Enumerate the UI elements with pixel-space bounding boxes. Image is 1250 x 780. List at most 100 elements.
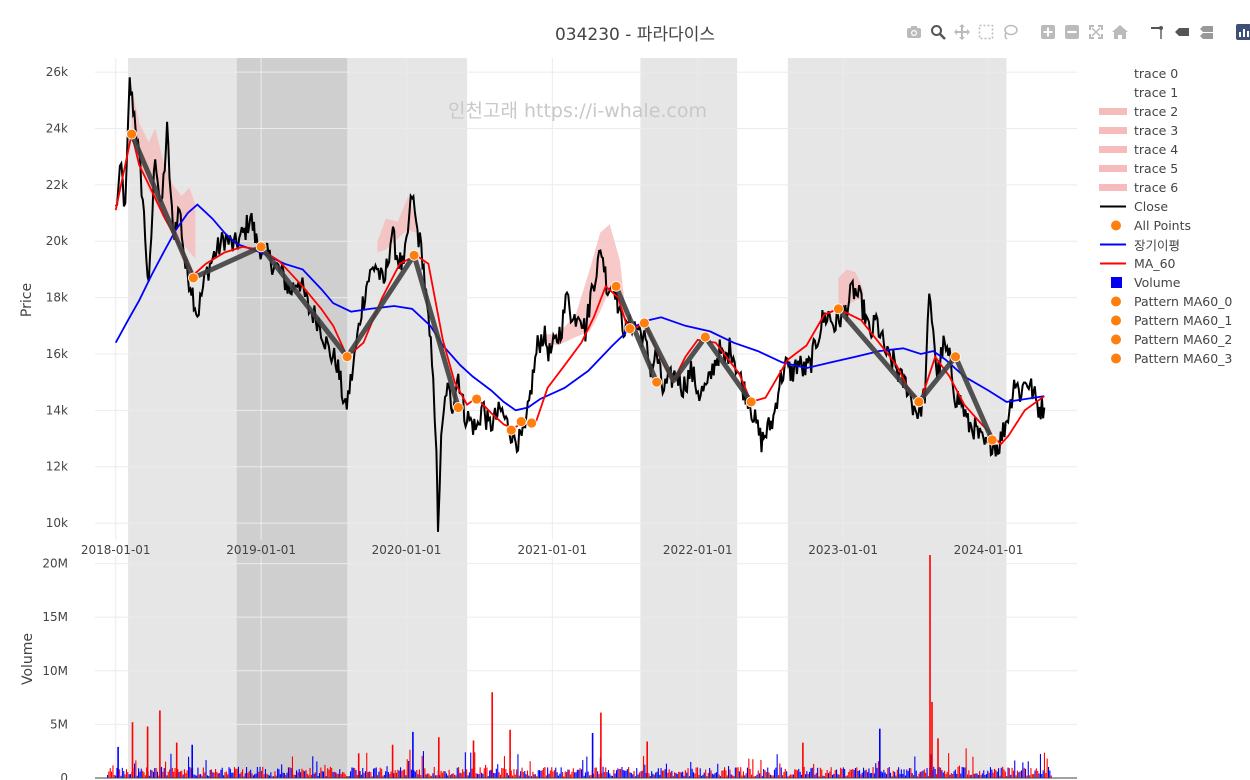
volume-bar [975,773,977,778]
legend-item[interactable]: trace 2 [1098,102,1232,121]
volume-bar [663,770,665,778]
volume-bar [443,771,445,778]
volume-bar [459,772,461,778]
legend-item[interactable]: Pattern MA60_0 [1098,292,1232,311]
volume-bar [305,770,307,778]
legend-item[interactable]: trace 6 [1098,178,1232,197]
volume-bar [213,772,215,778]
volume-bar [324,764,326,778]
reset-axes-icon[interactable] [1111,23,1129,41]
volume-bar [1031,774,1033,778]
volume-bar [973,773,975,778]
pan-icon[interactable] [953,23,971,41]
volume-bar [587,771,589,778]
legend-item[interactable]: trace 3 [1098,121,1232,140]
volume-bar [460,773,462,778]
volume-bar [891,776,893,778]
legend-item[interactable]: MA_60 [1098,254,1232,273]
camera-icon[interactable] [905,23,923,41]
volume-bar [725,770,727,778]
volume-bar [956,773,958,778]
volume-bar [671,770,673,778]
volume-bar [763,769,765,778]
legend-item[interactable]: Pattern MA60_2 [1098,330,1232,349]
legend-item[interactable]: Pattern MA60_1 [1098,311,1232,330]
volume-bar [400,767,402,778]
volume-bar [579,768,581,778]
volume-bar [672,775,674,778]
volume-bar [190,768,192,778]
legend-item[interactable]: trace 4 [1098,140,1232,159]
volume-bar [428,773,430,778]
lasso-select-icon[interactable] [1001,23,1019,41]
volume-bar [341,772,343,778]
legend-item[interactable]: trace 0 [1098,64,1232,83]
hover-closest-icon[interactable] [1173,23,1191,41]
volume-bar [185,773,187,778]
legend-item[interactable]: Volume [1098,273,1232,292]
volume-bar [721,770,723,778]
volume-bar [568,769,570,778]
volume-bar [960,773,962,778]
volume-bar [530,776,532,778]
volume-bar [112,765,114,778]
volume-bar [524,771,526,778]
volume-bar [861,772,863,778]
hover-compare-icon[interactable] [1197,23,1215,41]
volume-bar [755,776,757,778]
volume-bar [188,756,190,778]
volume-bar [135,760,137,778]
pattern-point [452,402,464,413]
volume-bar [107,774,109,778]
volume-bar [911,773,913,778]
volume-bar [146,726,149,778]
box-select-icon[interactable] [977,23,995,41]
volume-bar [692,772,694,778]
volume-bar [676,774,678,778]
volume-bar [481,772,483,778]
volume-bar [903,769,905,778]
volume-bar [761,776,763,778]
volume-bar [273,776,275,778]
zoom-icon[interactable] [929,23,947,41]
legend-item[interactable]: 장기이평 [1098,235,1232,254]
legend-item[interactable]: All Points [1098,216,1232,235]
zoom-in-icon[interactable] [1039,23,1057,41]
volume-bar [383,774,385,778]
volume-bar [225,771,227,778]
legend-item[interactable]: trace 5 [1098,159,1232,178]
volume-bar [857,770,859,778]
volume-bar [818,776,820,778]
autoscale-icon[interactable] [1087,23,1105,41]
volume-bar [624,770,626,778]
volume-bar [381,768,383,778]
legend-item[interactable]: Close [1098,197,1232,216]
volume-bar [562,772,564,778]
volume-bar [386,766,388,778]
legend-label: trace 4 [1134,142,1179,157]
volume-bar [886,774,888,778]
volume-bar [730,774,732,778]
plotly-logo-icon[interactable] [1235,23,1250,41]
legend-symbol [1098,83,1128,102]
volume-bar [335,772,337,778]
volume-bar [435,775,437,778]
volume-bar [949,774,951,778]
volume-bar [580,769,582,778]
legend-item[interactable]: Pattern MA60_3 [1098,349,1232,368]
volume-bar [486,767,488,778]
legend-item[interactable]: trace 1 [1098,83,1232,102]
volume-bar [431,776,433,778]
volume-bar [899,774,901,778]
pattern-point [745,396,757,408]
volume-bar [718,774,720,778]
spike-lines-icon[interactable] [1149,23,1167,41]
volume-bar [722,770,724,778]
zoom-out-icon[interactable] [1063,23,1081,41]
volume-bar [660,768,662,778]
volume-bar [429,775,431,778]
volume-bar [638,772,640,778]
volume-bar [748,758,750,778]
volume-bar [1010,774,1012,778]
